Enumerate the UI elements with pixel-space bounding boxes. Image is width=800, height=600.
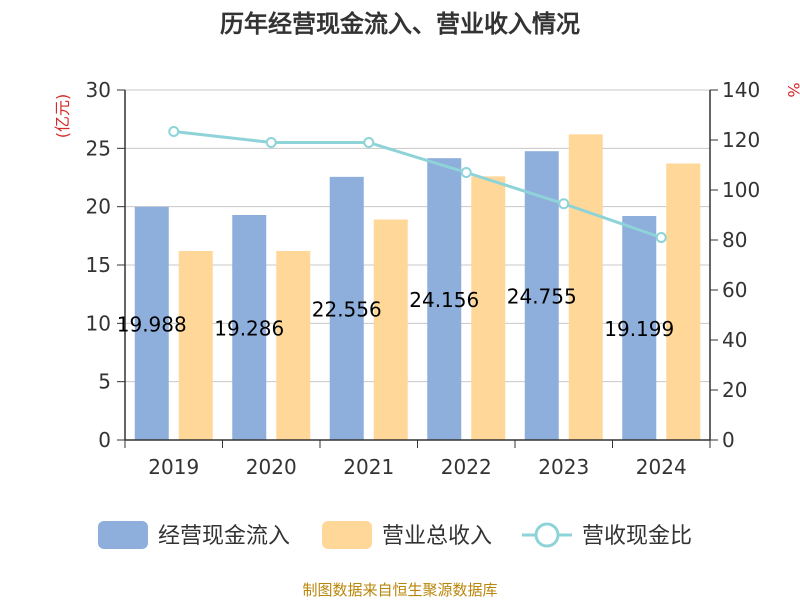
y-right-unit: % (784, 82, 800, 97)
line-point (265, 137, 277, 148)
legend-swatch (322, 521, 372, 549)
bar (232, 214, 267, 440)
bar (568, 134, 603, 441)
bar (276, 251, 311, 440)
y-right-tick-label: 20 (722, 378, 747, 402)
y-left-tick-label: 30 (86, 78, 111, 102)
line-point (460, 167, 472, 178)
bar (666, 163, 701, 440)
line-point (168, 126, 180, 137)
x-tick-label: 2020 (246, 455, 297, 479)
ratio-line-path (173, 130, 662, 239)
chart-title: 历年经营现金流入、营业收入情况 (220, 10, 580, 38)
data-label: 24.755 (507, 285, 577, 309)
legend: 经营现金流入 营业总收入 营收现金比 (98, 521, 692, 549)
y-right-tick-label: 0 (722, 428, 735, 452)
bar (471, 176, 506, 441)
data-label: 19.988 (117, 312, 187, 336)
y-left-tick-label: 20 (86, 195, 111, 219)
grid-lines (125, 89, 710, 383)
line-point (558, 198, 570, 210)
y-left-tick-label: 25 (86, 136, 111, 160)
y-left-tick-label: 5 (98, 370, 111, 394)
line-point (363, 137, 375, 148)
x-tick-label: 2022 (441, 455, 492, 479)
bar (373, 219, 408, 440)
data-label: 19.199 (604, 317, 674, 341)
bars (134, 134, 701, 441)
y-right-tick-label: 60 (722, 278, 747, 302)
data-label: 19.286 (214, 316, 284, 340)
x-tick-label: 2023 (538, 455, 589, 479)
y-right-tick-label: 120 (722, 128, 760, 152)
legend-label: 经营现金流入 (158, 524, 290, 549)
x-tick-label: 2021 (343, 455, 394, 479)
data-label: 24.156 (409, 288, 479, 312)
y-left-unit: (亿元) (53, 94, 72, 139)
legend-marker (534, 522, 560, 548)
y-left-tick-label: 0 (98, 428, 111, 452)
bar (427, 158, 462, 440)
line-point (655, 232, 667, 243)
y-right-tick-label: 140 (722, 78, 760, 102)
source-note: 制图数据来自恒生聚源数据库 (302, 581, 497, 599)
y-left-tick-label: 10 (86, 311, 111, 335)
legend-label: 营业总收入 (382, 524, 492, 549)
y-right-tick-label: 40 (722, 328, 747, 352)
x-tick-label: 2019 (148, 455, 199, 479)
legend-swatch (98, 521, 148, 549)
legend-label: 营收现金比 (582, 524, 692, 549)
data-labels: 19.988 19.286 22.556 24.156 24.755 19.199 (117, 285, 674, 341)
bar (622, 216, 657, 440)
data-label: 22.556 (312, 297, 382, 321)
y-left-tick-label: 15 (86, 253, 111, 277)
y-right-tick-label: 100 (722, 178, 760, 202)
axes: 0 5 10 15 20 25 30 0 20 40 60 80 100 120 140 2019 2020 20… (86, 78, 761, 479)
x-tick-label: 2024 (636, 455, 687, 479)
bar (134, 206, 169, 440)
y-right-tick-label: 80 (722, 228, 747, 252)
ratio-line (168, 126, 667, 243)
bar (178, 251, 213, 440)
bar (329, 176, 364, 440)
